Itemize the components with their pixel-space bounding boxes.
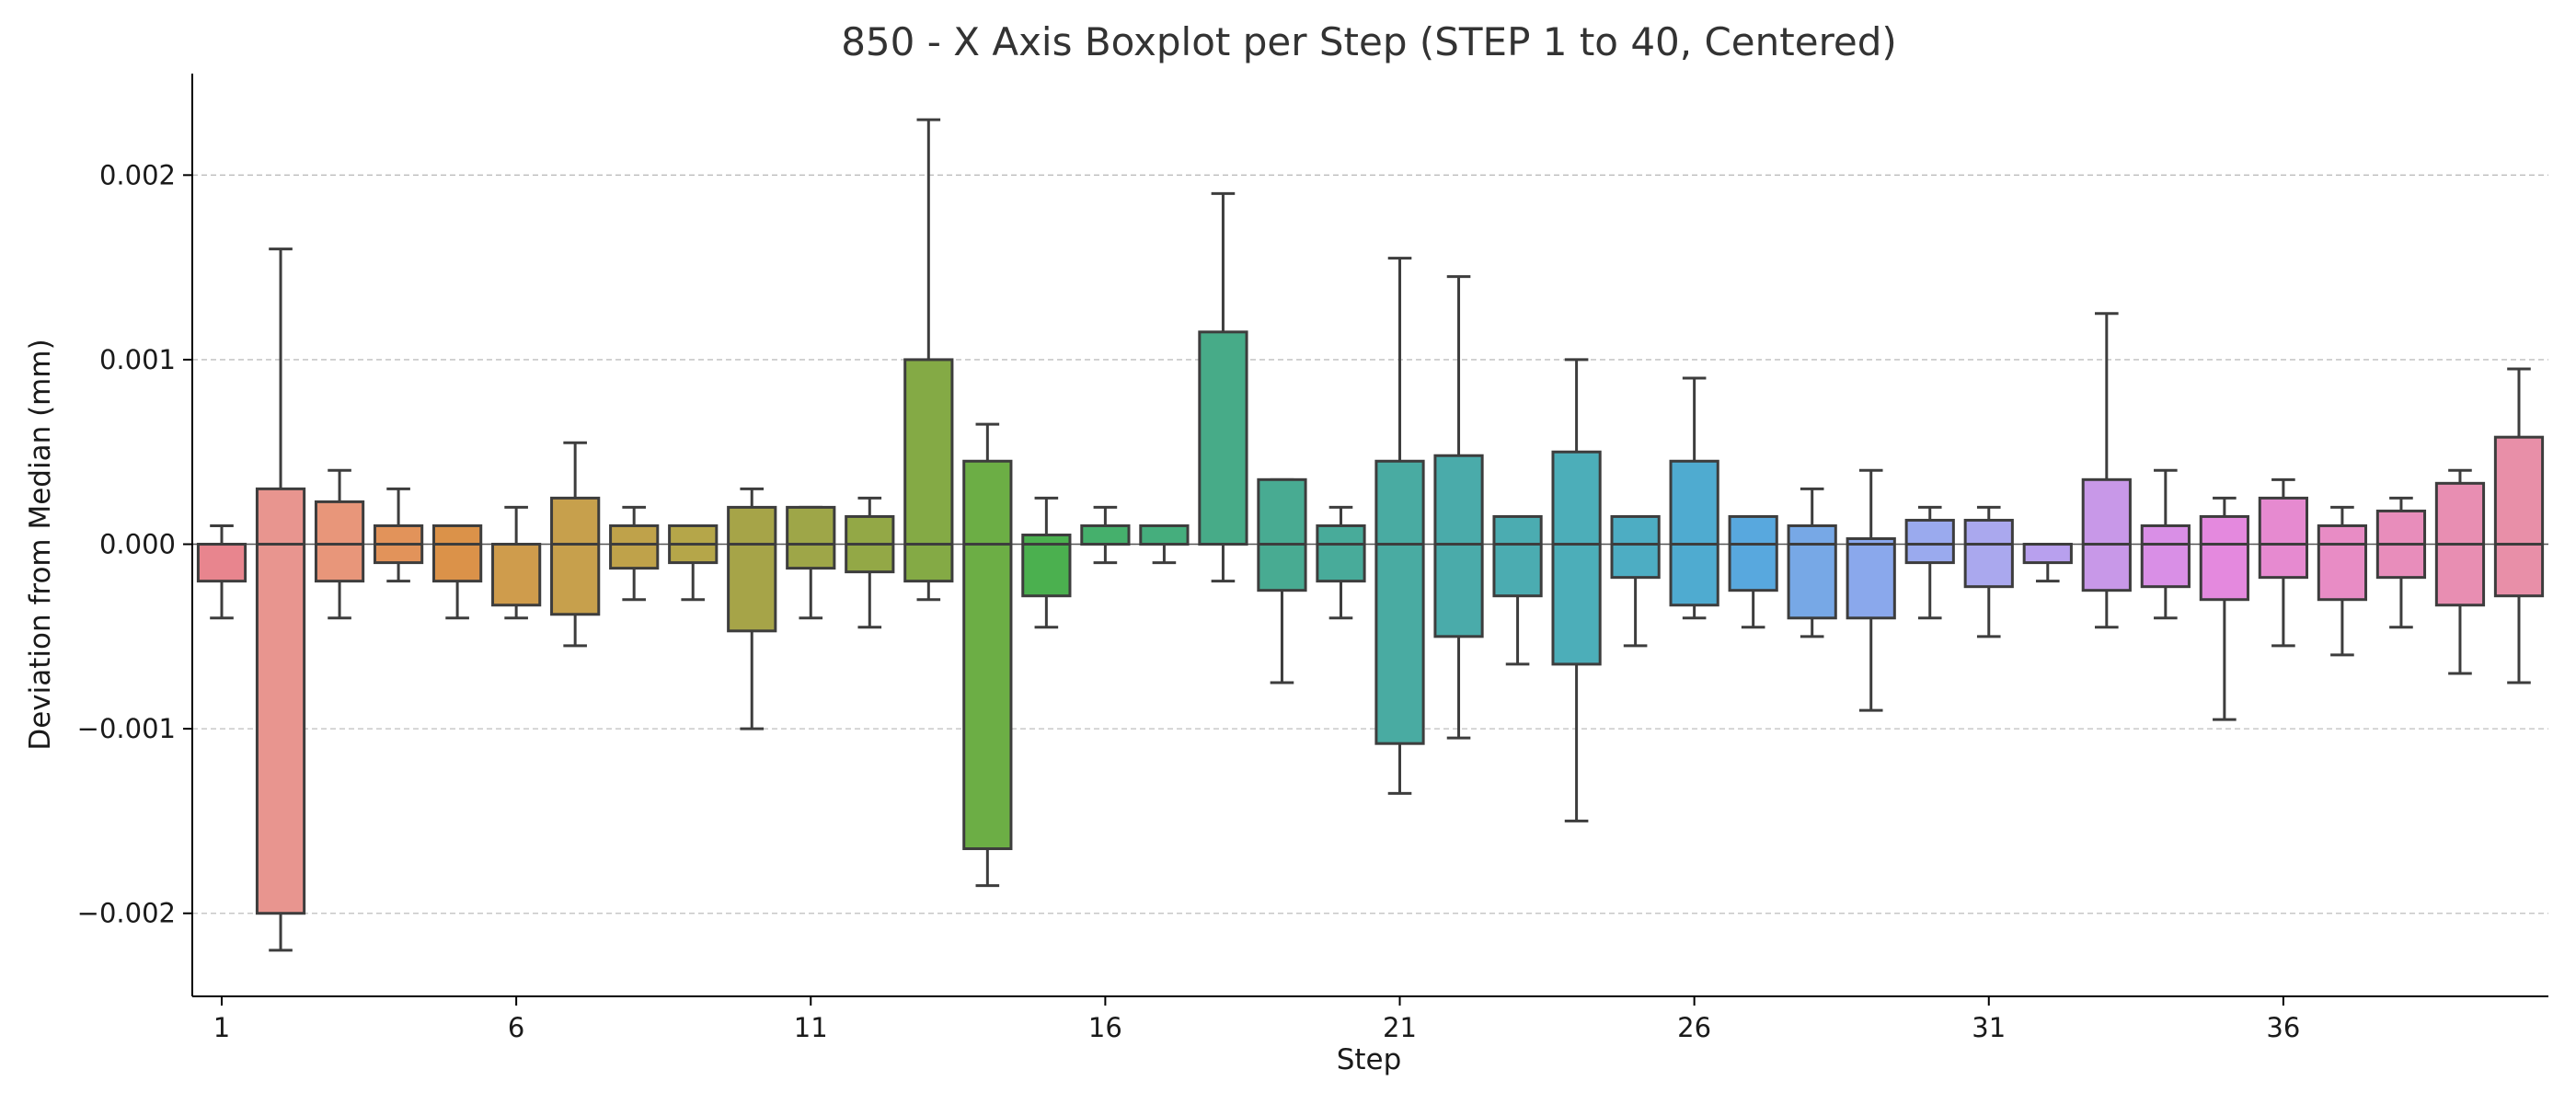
- iqr-box: [1139, 523, 1190, 546]
- x-tick-label: 21: [1383, 1012, 1417, 1043]
- iqr-box: [903, 358, 954, 583]
- iqr-box: [786, 505, 836, 570]
- iqr-box: [432, 523, 483, 583]
- iqr-box: [1846, 537, 1896, 620]
- iqr-box: [1374, 459, 1425, 745]
- chart-title: 850 - X Axis Boxplot per Step (STEP 1 to…: [841, 19, 1897, 64]
- box-step-18: [1198, 191, 1248, 583]
- y-tick-label: 0.001: [99, 344, 176, 375]
- box-step-10: [727, 487, 777, 730]
- iqr-box: [1669, 459, 1719, 607]
- box-step-8: [609, 505, 660, 602]
- box-step-6: [491, 505, 542, 620]
- iqr-box: [1787, 523, 1837, 620]
- box-step-34: [2140, 468, 2191, 620]
- iqr-box: [727, 505, 777, 633]
- iqr-box: [2258, 496, 2308, 580]
- box-step-32: [2022, 543, 2073, 583]
- x-axis-label: Step: [1337, 1043, 1402, 1076]
- box-step-23: [1492, 514, 1543, 666]
- axes: [191, 74, 2548, 997]
- box-step-1: [196, 523, 247, 620]
- box-step-37: [2317, 505, 2368, 657]
- box-step-21: [1374, 257, 1425, 795]
- box-step-15: [1021, 496, 1072, 629]
- box-step-26: [1669, 376, 1719, 620]
- box-step-28: [1787, 487, 1837, 638]
- iqr-box: [2081, 477, 2132, 592]
- box-step-39: [2434, 468, 2486, 675]
- box-step-38: [2375, 496, 2427, 629]
- x-tick-label: 6: [508, 1012, 524, 1043]
- y-axis-label: Deviation from Median (mm): [24, 339, 57, 750]
- x-tick-label: 36: [2266, 1012, 2300, 1043]
- y-tick-label: 0.002: [99, 159, 176, 190]
- x-tick-label: 16: [1088, 1012, 1122, 1043]
- iqr-box: [2199, 514, 2249, 602]
- box-step-14: [962, 422, 1013, 888]
- iqr-box: [1492, 514, 1543, 598]
- x-tick-label: 31: [1972, 1012, 2006, 1043]
- iqr-box: [962, 459, 1013, 851]
- box-step-13: [903, 118, 954, 602]
- iqr-box: [1551, 450, 1602, 666]
- iqr-box: [1433, 454, 1484, 638]
- box-step-40: [2493, 367, 2545, 684]
- iqr-box: [314, 500, 365, 583]
- y-ticks: −0.002 −0.001 0.000 0.001 0.002: [77, 159, 192, 929]
- iqr-box: [1198, 330, 1248, 546]
- iqr-box: [1316, 523, 1366, 583]
- iqr-box: [2317, 523, 2368, 602]
- box-step-31: [1963, 505, 2014, 638]
- x-ticks: 1 6 11 16 21 26 31 36: [213, 996, 2300, 1043]
- iqr-box: [1257, 477, 1307, 592]
- y-tick-label: −0.002: [77, 898, 176, 929]
- box-step-22: [1433, 275, 1484, 740]
- box-step-29: [1846, 468, 1896, 712]
- iqr-box: [1904, 518, 1955, 565]
- box-step-36: [2258, 477, 2308, 648]
- iqr-box: [1728, 514, 1778, 592]
- iqr-box: [609, 523, 660, 570]
- box-step-9: [668, 523, 719, 602]
- y-tick-label: −0.001: [77, 713, 176, 744]
- box-step-24: [1551, 358, 1602, 822]
- iqr-box: [1080, 523, 1131, 546]
- box-step-19: [1257, 477, 1307, 684]
- box-step-3: [314, 468, 365, 620]
- box-step-30: [1904, 505, 1955, 620]
- iqr-box: [2493, 435, 2545, 598]
- iqr-box: [491, 543, 542, 607]
- box-step-33: [2081, 312, 2132, 629]
- box-step-16: [1080, 505, 1131, 565]
- x-tick-label: 26: [1677, 1012, 1711, 1043]
- iqr-box: [255, 487, 306, 915]
- x-tick-label: 1: [213, 1012, 230, 1043]
- box-step-4: [373, 487, 424, 583]
- iqr-box: [196, 543, 247, 583]
- box-step-11: [786, 505, 836, 620]
- iqr-box: [1963, 518, 2014, 589]
- boxes: [196, 118, 2545, 952]
- box-step-20: [1316, 505, 1366, 620]
- iqr-box: [1610, 514, 1661, 580]
- box-step-27: [1728, 514, 1778, 629]
- iqr-box: [2140, 523, 2191, 589]
- box-step-7: [550, 441, 601, 648]
- box-step-25: [1610, 514, 1661, 648]
- box-step-35: [2199, 496, 2249, 721]
- box-step-17: [1139, 523, 1190, 565]
- iqr-box: [2022, 543, 2073, 565]
- y-tick-label: 0.000: [99, 529, 176, 560]
- iqr-box: [550, 496, 601, 616]
- box-step-5: [432, 523, 483, 620]
- box-step-12: [845, 496, 895, 629]
- box-step-2: [255, 247, 306, 952]
- x-tick-label: 11: [794, 1012, 828, 1043]
